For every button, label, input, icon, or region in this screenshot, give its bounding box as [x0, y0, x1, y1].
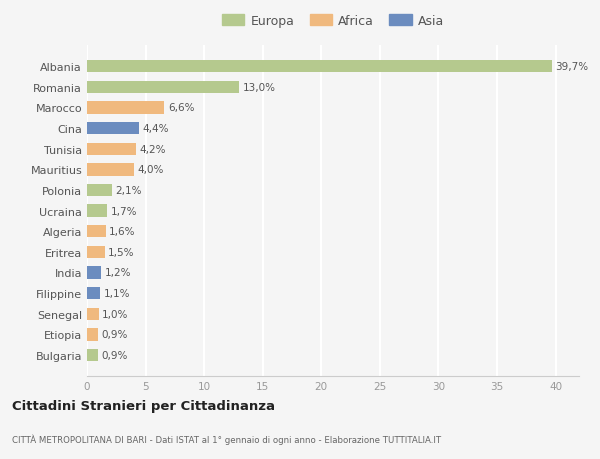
Bar [87, 205, 107, 217]
Bar [87, 225, 106, 238]
Text: 13,0%: 13,0% [243, 83, 276, 93]
Text: 1,5%: 1,5% [108, 247, 134, 257]
Bar [87, 246, 104, 258]
Text: 4,4%: 4,4% [142, 124, 169, 134]
Bar [87, 287, 100, 300]
Text: CITTÀ METROPOLITANA DI BARI - Dati ISTAT al 1° gennaio di ogni anno - Elaborazio: CITTÀ METROPOLITANA DI BARI - Dati ISTAT… [12, 434, 441, 444]
Text: 1,1%: 1,1% [103, 288, 130, 298]
Text: 4,0%: 4,0% [137, 165, 164, 175]
Bar [87, 102, 164, 114]
Text: 1,7%: 1,7% [110, 206, 137, 216]
Bar [87, 82, 239, 94]
Text: 39,7%: 39,7% [556, 62, 589, 72]
Bar [87, 349, 98, 361]
Text: 1,2%: 1,2% [104, 268, 131, 278]
Bar [87, 143, 136, 156]
Bar [87, 123, 139, 135]
Text: Cittadini Stranieri per Cittadinanza: Cittadini Stranieri per Cittadinanza [12, 399, 275, 412]
Text: 0,9%: 0,9% [101, 350, 127, 360]
Bar [87, 61, 552, 73]
Text: 6,6%: 6,6% [168, 103, 194, 113]
Bar [87, 185, 112, 197]
Legend: Europa, Africa, Asia: Europa, Africa, Asia [220, 12, 446, 30]
Text: 0,9%: 0,9% [101, 330, 127, 340]
Bar [87, 329, 98, 341]
Bar [87, 164, 134, 176]
Text: 4,2%: 4,2% [140, 145, 166, 154]
Text: 1,0%: 1,0% [102, 309, 128, 319]
Bar [87, 308, 99, 320]
Text: 1,6%: 1,6% [109, 227, 136, 237]
Bar [87, 267, 101, 279]
Text: 2,1%: 2,1% [115, 185, 142, 196]
